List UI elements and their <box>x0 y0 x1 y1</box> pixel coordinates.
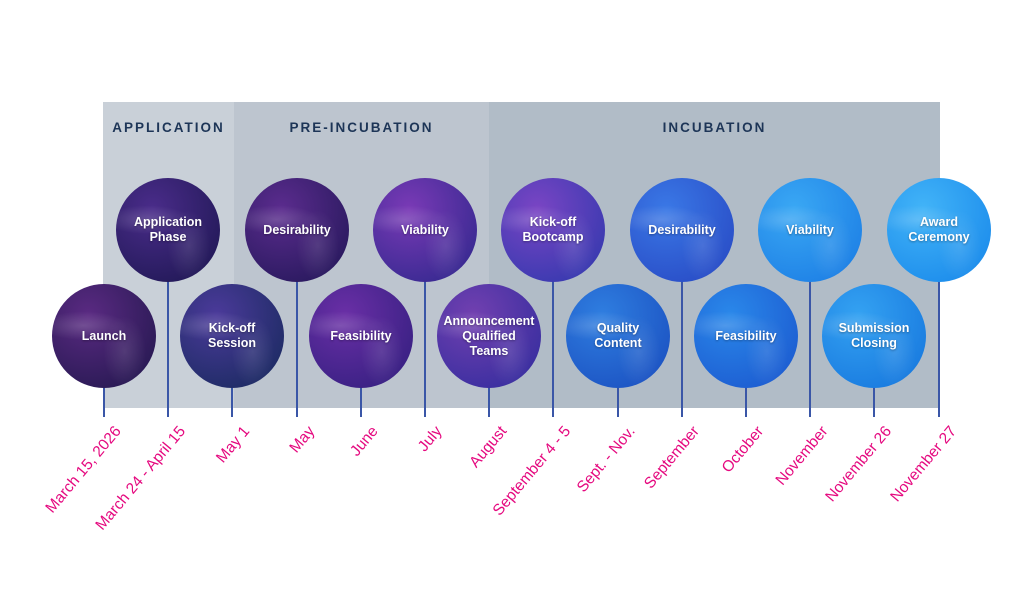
milestone-label: Viability <box>401 222 449 237</box>
milestone-label: Submission Closing <box>838 321 910 350</box>
milestone-date-label: September <box>641 423 704 493</box>
milestone-stem <box>745 386 747 417</box>
milestone-label: Viability <box>786 222 834 237</box>
milestone-date-label: June <box>347 423 383 460</box>
milestone-stem <box>231 386 233 417</box>
milestone-label: Award Ceremony <box>908 215 970 244</box>
milestone-date-label: May <box>286 423 319 457</box>
milestone-label: Announcement Qualified Teams <box>443 313 535 358</box>
milestone-date-label: May 1 <box>212 423 254 467</box>
milestone-stem <box>809 280 811 417</box>
milestone-date-label: October <box>718 423 768 477</box>
milestone-stem <box>873 386 875 417</box>
milestone-label: Quality Content <box>594 321 642 350</box>
milestone-label: Kick-off Bootcamp <box>522 215 584 244</box>
milestone-date-label: July <box>415 423 447 456</box>
milestone-stem <box>488 386 490 417</box>
milestone-bubble: Award Ceremony <box>887 178 991 282</box>
milestone-label: Desirability <box>263 222 331 237</box>
milestone-date-label: August <box>465 423 511 471</box>
milestone-bubble: Quality Content <box>566 284 670 388</box>
milestone-stem <box>103 386 105 417</box>
milestone-stem <box>167 280 169 417</box>
milestone-label: Feasibility <box>330 328 392 343</box>
milestone-date-label: November <box>772 423 832 489</box>
milestone-stem <box>296 280 298 417</box>
milestone-bubble: Viability <box>758 178 862 282</box>
milestone-label: Application Phase <box>133 215 203 244</box>
milestone-bubble: Announcement Qualified Teams <box>437 284 541 388</box>
phase-title-application: APPLICATION <box>112 120 225 135</box>
milestone-label: Kick-off Session <box>208 321 256 350</box>
milestone-bubble: Viability <box>373 178 477 282</box>
milestone-label: Feasibility <box>715 328 777 343</box>
milestone-bubble: Launch <box>52 284 156 388</box>
milestone-stem <box>617 386 619 417</box>
phase-title-pre-incubation: PRE-INCUBATION <box>289 120 434 135</box>
milestone-label: Desirability <box>648 222 716 237</box>
milestone-stem <box>552 280 554 417</box>
phase-title-incubation: INCUBATION <box>662 120 767 135</box>
milestone-bubble: Submission Closing <box>822 284 926 388</box>
milestone-bubble: Feasibility <box>694 284 798 388</box>
milestone-bubble: Application Phase <box>116 178 220 282</box>
milestone-date-label: Sept. - Nov. <box>574 423 640 496</box>
milestone-date-label: November 26 <box>822 423 896 506</box>
milestone-stem <box>681 280 683 417</box>
milestone-bubble: Kick-off Bootcamp <box>501 178 605 282</box>
milestone-stem <box>424 280 426 417</box>
milestone-bubble: Desirability <box>245 178 349 282</box>
milestone-stem <box>938 280 940 417</box>
milestone-bubble: Desirability <box>630 178 734 282</box>
milestone-date-label: November 27 <box>887 423 961 506</box>
milestone-stem <box>360 386 362 417</box>
milestone-bubble: Kick-off Session <box>180 284 284 388</box>
milestone-label: Launch <box>81 328 127 343</box>
milestone-bubble: Feasibility <box>309 284 413 388</box>
